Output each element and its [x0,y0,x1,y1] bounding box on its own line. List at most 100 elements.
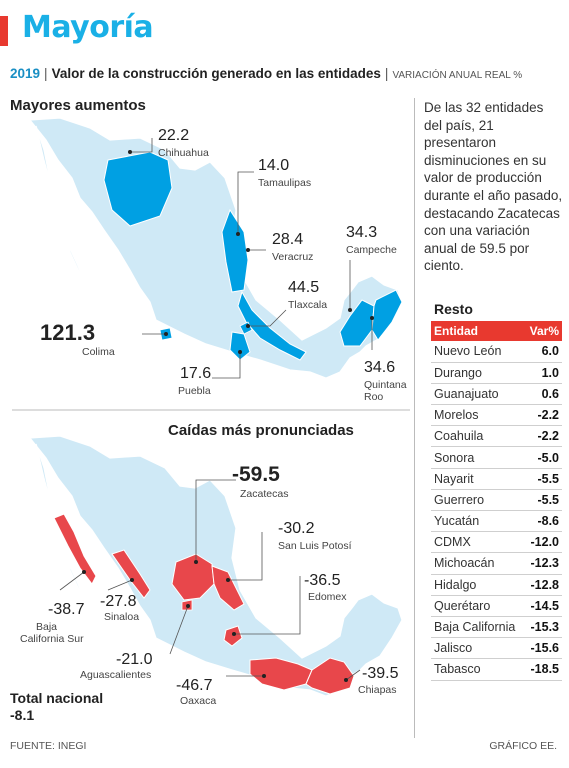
state-baja-california-sur [53,513,97,585]
table-cell-entidad: Durango [431,362,525,384]
leader-dot [232,632,236,636]
leader-dot [130,578,134,582]
table-row: Michoacán -12.3 [431,552,562,575]
value-label: -27.8 [100,593,137,610]
table-cell-var: 0.6 [524,383,562,406]
subtitle-separator: | [384,66,389,81]
table-row: Hidalgo -12.8 [431,574,562,596]
leader-dot [236,232,240,236]
value-label: 121.3 [40,320,95,345]
table-row: Coahuila -2.2 [431,425,562,448]
state-tamaulipas [221,208,249,293]
state-label: Puebla [178,385,211,397]
table-row: Yucatán -8.6 [431,510,562,533]
source-note: FUENTE: INEGI [10,740,87,752]
table-cell-var: -12.8 [524,574,562,596]
value-label: -38.7 [48,601,85,618]
page-title: Mayoría [22,10,154,45]
total-label: Total nacional [10,690,104,706]
table-cell-entidad: Coahuila [431,425,525,448]
table-cell-var: -12.0 [524,531,562,554]
value-label: 34.6 [364,359,395,376]
value-label: 34.3 [346,224,377,241]
leader-line [248,309,287,327]
table-cell-var: -5.5 [524,468,562,490]
table-cell-var: -15.3 [524,616,562,639]
state-label-line2: California Sur [20,633,84,645]
table-cell-entidad: Nayarit [431,468,525,490]
leader-dot [246,324,250,328]
leader-line [237,171,254,234]
table-row: Baja California -15.3 [431,616,562,639]
table-cell-entidad: Yucatán [431,510,525,533]
subtitle-row: 2019 | Valor de la construcción generado e… [10,66,522,81]
sidebar-divider [414,98,415,738]
value-label: -39.5 [362,665,399,682]
total-value: -8.1 [10,707,35,723]
leader-dot [128,150,132,154]
leader-line [59,571,85,591]
title-accent-bar [0,16,8,46]
leader-dot [164,332,168,336]
leader-dot [370,316,374,320]
table-cell-entidad: Michoacán [431,552,525,575]
leader-line [212,352,241,379]
table-row: Tabasco -18.5 [431,658,562,681]
state-label: Tlaxcala [288,299,327,311]
table-row: Morelos -2.2 [431,404,562,427]
leader-line [228,532,263,581]
table-row: Durango 1.0 [431,362,562,384]
table-cell-var: -2.2 [524,425,562,448]
table-header-row: Entidad Var% [431,321,562,341]
table-cell-var: -8.6 [524,510,562,533]
value-label: 44.5 [288,279,319,296]
value-label: -21.0 [116,651,153,668]
state-label: Veracruz [272,251,313,263]
table-row: Guanajuato 0.6 [431,383,562,406]
table-cell-entidad: Sonora [431,446,525,469]
leader-dot [82,570,86,574]
increase-labels: 22.2 Chihuahua 14.0 Tamaulipas 28.4 Vera… [40,127,407,403]
state-label: Oaxaca [180,695,216,707]
state-san-luis-potosi [211,565,245,611]
state-label: Sinaloa [104,611,139,623]
table-cell-entidad: Querétaro [431,595,525,617]
state-chiapas [305,657,355,695]
decrease-labels: -59.5 Zacatecas -30.2 San Luis Potosí -3… [20,463,399,707]
table-cell-entidad: Baja California [431,616,525,639]
value-label: 28.4 [272,231,303,248]
table-cell-var: 1.0 [524,362,562,384]
leader-line [130,138,153,153]
value-label: -36.5 [304,572,341,589]
subtitle-separator: | [44,66,48,81]
table-row: CDMX -12.0 [431,531,562,554]
table-cell-entidad: Morelos [431,404,525,427]
leader-line [345,669,361,681]
state-label: Chihuahua [158,147,209,159]
leader-dot [226,578,230,582]
credit-note: GRÁFICO EE. [489,740,557,752]
summary-note: De las 32 entidades del país, 21 present… [424,100,563,274]
leader-dot [246,248,250,252]
value-label: -30.2 [278,520,315,537]
resto-title: Resto [434,301,473,317]
table-cell-var: -14.5 [524,595,562,617]
table-row: Sonora -5.0 [431,446,562,469]
increases-section-title: Mayores aumentos [10,97,146,114]
column-header-var: Var% [524,321,562,341]
table-cell-var: -2.2 [524,404,562,427]
state-label: Edomex [308,591,347,603]
table-cell-entidad: Tabasco [431,658,525,681]
table-row: Jalisco -15.6 [431,637,562,660]
leader-dot [238,350,242,354]
column-header-entidad: Entidad [431,321,525,341]
value-label: 14.0 [258,157,289,174]
leader-line [107,579,133,591]
table-cell-var: -12.3 [524,552,562,575]
table-row: Guerrero -5.5 [431,489,562,512]
table-body: Nuevo León 6.0 Durango 1.0 Guanajuato 0.6 More… [431,341,562,681]
state-label: Zacatecas [240,488,288,500]
state-label-line1: Baja [36,621,57,633]
state-chihuahua [103,151,173,227]
